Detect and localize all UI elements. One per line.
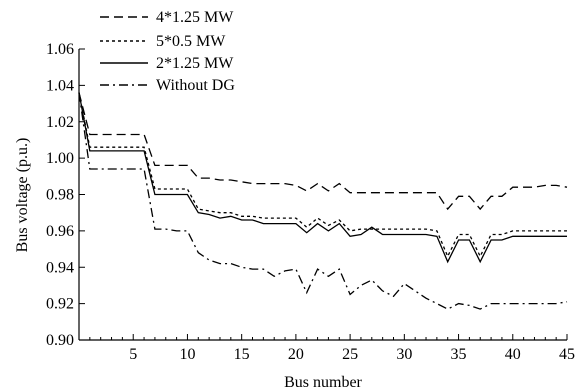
legend-label-0: 4*1.25 MW [156,9,234,26]
x-tick-label: 20 [288,346,304,363]
x-tick-label: 35 [451,346,467,363]
x-tick-label: 30 [396,346,412,363]
x-tick-label: 10 [179,346,195,363]
x-tick-label: 40 [505,346,521,363]
y-tick-label: 0.92 [46,296,74,313]
x-axis-label: Bus number [284,374,362,391]
y-tick-label: 0.96 [46,223,74,240]
y-tick-label: 1.00 [46,150,74,167]
y-ticks: 0.90 0.92 0.94 0.96 0.98 1.00 1.02 1.04 1.06 [46,41,85,349]
x-tick-label: 25 [342,346,358,363]
axes [78,49,567,341]
x-tick-label: 5 [129,346,137,363]
legend-label-2: 2*1.25 MW [156,55,234,72]
series-line-2 [78,92,567,264]
legend: 4*1.25 MW 5*0.5 MW 2*1.25 MW Without DG [100,9,235,94]
series-group [78,92,568,310]
x-tick-label: 45 [559,346,575,363]
series-line-0 [78,92,568,211]
x-ticks: 5 10 15 20 25 30 35 40 45 [89,334,575,363]
y-axis-label: Bus voltage (p.u.) [14,138,31,253]
legend-label-1: 5*0.5 MW [156,33,226,50]
series-line-1 [78,92,567,258]
y-tick-label: 0.94 [46,259,74,276]
legend-label-3: Without DG [156,77,235,94]
y-tick-label: 1.02 [46,114,74,131]
y-tick-label: 1.04 [46,77,74,94]
x-tick-label: 15 [234,346,250,363]
y-tick-label: 0.98 [46,187,74,204]
y-tick-label: 1.06 [46,41,74,58]
y-tick-label: 0.90 [46,332,74,349]
series-line-3 [78,92,568,310]
